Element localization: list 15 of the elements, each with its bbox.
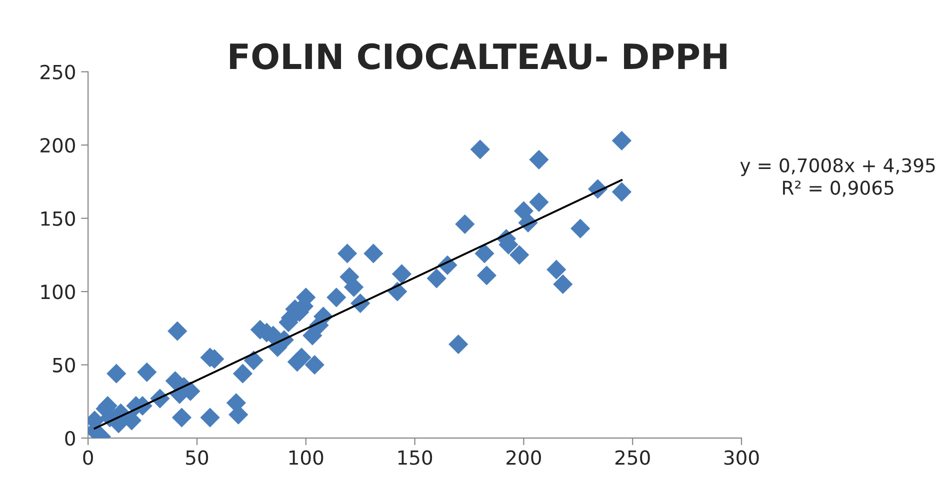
x-tick-label: 0 [83,450,93,465]
y-tick-label: 250 [40,64,75,80]
x-tick-label: 100 [289,450,324,465]
y-tick-label: 100 [41,284,75,300]
y-tick-label: 200 [40,138,75,153]
y-tick-label: 0 [65,431,75,446]
chart-title: FOLIN CIOCALTEAU- DPPH [230,43,726,70]
x-tick-label: 250 [615,450,650,465]
x-tick-label: 150 [398,450,432,465]
x-tick-label: 200 [506,450,541,465]
x-tick-label: 50 [186,450,208,465]
y-tick-label: 150 [41,211,75,226]
y-tick-label: 50 [53,358,75,372]
x-tick-label: 300 [724,450,759,465]
annotation: y = 0,7008x + 4,395 R² = 0,9065 [740,158,935,197]
